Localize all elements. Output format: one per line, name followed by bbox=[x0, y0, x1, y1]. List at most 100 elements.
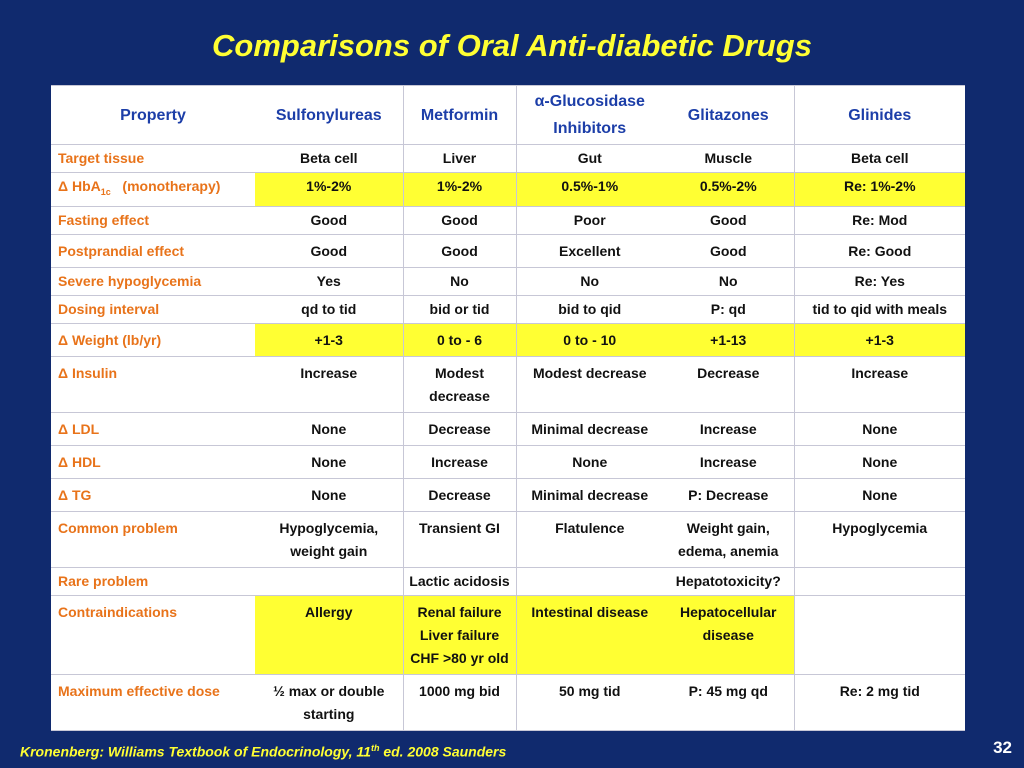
table-cell: None bbox=[794, 444, 965, 479]
table-row: Target tissue Beta cell Liver Gut Muscle… bbox=[51, 144, 965, 173]
table-cell: No bbox=[516, 266, 663, 296]
table-cell: No bbox=[403, 266, 517, 296]
row-label: Rare problem bbox=[51, 566, 255, 596]
table-cell: No bbox=[663, 266, 795, 296]
table-cell: Increase bbox=[663, 411, 795, 446]
table-row: Postprandial effect Good Good Excellent … bbox=[51, 233, 965, 268]
table-cell: Poor bbox=[516, 205, 663, 235]
table-cell: Good bbox=[403, 233, 517, 268]
table-cell: Excellent bbox=[516, 233, 663, 268]
table-row: Δ HDL None Increase None Increase None bbox=[51, 444, 965, 479]
table-cell: None bbox=[794, 411, 965, 446]
table-cell: bid to qid bbox=[516, 294, 663, 324]
table-cell: Hepatotoxicity? bbox=[663, 566, 795, 596]
header-sulfonylureas: Sulfonylureas bbox=[255, 85, 404, 145]
table-cell bbox=[794, 594, 965, 675]
table-row: Contraindications Allergy Renal failure … bbox=[51, 594, 965, 675]
table-cell: P: Decrease bbox=[663, 477, 795, 512]
row-label: Δ HbA1c (monotherapy) bbox=[51, 172, 255, 207]
table-cell: Weight gain, edema, anemia bbox=[663, 510, 795, 568]
row-label: Δ LDL bbox=[51, 411, 255, 446]
table-cell: Decrease bbox=[403, 477, 517, 512]
label-suffix: (monotherapy) bbox=[110, 178, 221, 194]
table-cell: Gut bbox=[516, 144, 663, 173]
table-cell: 0.5%-2% bbox=[663, 172, 795, 207]
table-row: Δ LDL None Decrease Minimal decrease Inc… bbox=[51, 411, 965, 446]
table-cell: Allergy bbox=[255, 594, 404, 675]
table-cell: +1-3 bbox=[794, 322, 965, 357]
table-cell: Increase bbox=[255, 355, 404, 413]
table-cell: Hypoglycemia, weight gain bbox=[255, 510, 404, 568]
label-sub: 1c bbox=[100, 186, 111, 197]
row-label: Severe hypoglycemia bbox=[51, 266, 255, 296]
table-row: Common problem Hypoglycemia, weight gain… bbox=[51, 510, 965, 568]
table-cell: Liver bbox=[403, 144, 517, 173]
slide-title: Comparisons of Oral Anti-diabetic Drugs bbox=[212, 28, 812, 63]
footer-prefix: Kronenberg: Williams Textbook of Endocri… bbox=[20, 743, 371, 760]
row-label: Common problem bbox=[51, 510, 255, 568]
header-metformin: Metformin bbox=[403, 85, 517, 145]
table-cell: bid or tid bbox=[403, 294, 517, 324]
table-cell: None bbox=[255, 411, 404, 446]
table-cell: Re: 1%-2% bbox=[794, 172, 965, 207]
row-label: Δ TG bbox=[51, 477, 255, 512]
table-cell: Intestinal disease bbox=[516, 594, 663, 675]
row-label: Fasting effect bbox=[51, 205, 255, 235]
table-cell bbox=[255, 566, 404, 596]
row-label: Δ Insulin bbox=[51, 355, 255, 413]
header-alpha-glucosidase: α-Glucosidase Inhibitors bbox=[516, 85, 663, 145]
footer-suffix: ed. 2008 Saunders bbox=[379, 743, 507, 760]
header-alpha-line1: α-Glucosidase bbox=[534, 93, 645, 110]
table-row: Maximum effective dose ½ max or double s… bbox=[51, 673, 965, 731]
table-cell bbox=[516, 566, 663, 596]
table-cell: ½ max or double starting bbox=[255, 673, 404, 731]
table-cell: +1-3 bbox=[255, 322, 404, 357]
table-cell: Hypoglycemia bbox=[794, 510, 965, 568]
comparison-table: Property Sulfonylureas Metformin α-Gluco… bbox=[51, 85, 965, 731]
table-cell: 0 to - 10 bbox=[516, 322, 663, 357]
table-cell: Minimal decrease bbox=[516, 411, 663, 446]
header-alpha-line2: Inhibitors bbox=[553, 120, 627, 137]
table-cell: Decrease bbox=[403, 411, 517, 446]
table-cell: Minimal decrease bbox=[516, 477, 663, 512]
table-cell: Increase bbox=[663, 444, 795, 479]
table-row: Δ Weight (lb/yr) +1-3 0 to - 6 0 to - 10… bbox=[51, 322, 965, 357]
citation-footer: Kronenberg: Williams Textbook of Endocri… bbox=[20, 743, 506, 760]
table-cell: Good bbox=[255, 233, 404, 268]
table-row: Δ Insulin Increase Modest decrease Modes… bbox=[51, 355, 965, 413]
table-cell: Transient GI bbox=[403, 510, 517, 568]
table-cell: Modest decrease bbox=[403, 355, 517, 413]
table-cell: 50 mg tid bbox=[516, 673, 663, 731]
table-cell: 0.5%-1% bbox=[516, 172, 663, 207]
comparison-table-container: Property Sulfonylureas Metformin α-Gluco… bbox=[51, 85, 965, 731]
table-cell: P: 45 mg qd bbox=[663, 673, 795, 731]
table-row: Dosing interval qd to tid bid or tid bid… bbox=[51, 294, 965, 324]
row-label: Δ HDL bbox=[51, 444, 255, 479]
table-cell: Decrease bbox=[663, 355, 795, 413]
table-cell: Re: Mod bbox=[794, 205, 965, 235]
table-cell: 1000 mg bid bbox=[403, 673, 517, 731]
table-cell: Re: Good bbox=[794, 233, 965, 268]
table-cell: 1%-2% bbox=[403, 172, 517, 207]
table-cell: Modest decrease bbox=[516, 355, 663, 413]
row-label: Maximum effective dose bbox=[51, 673, 255, 731]
row-label: Target tissue bbox=[51, 144, 255, 173]
table-cell: Re: 2 mg tid bbox=[794, 673, 965, 731]
table-row: Severe hypoglycemia Yes No No No Re: Yes bbox=[51, 266, 965, 296]
header-property: Property bbox=[51, 85, 255, 145]
table-cell: Yes bbox=[255, 266, 404, 296]
table-cell: Good bbox=[663, 233, 795, 268]
table-row: Fasting effect Good Good Poor Good Re: M… bbox=[51, 205, 965, 235]
table-row: Rare problem Lactic acidosis Hepatotoxic… bbox=[51, 566, 965, 596]
table-cell: Lactic acidosis bbox=[403, 566, 517, 596]
table-cell: tid to qid with meals bbox=[794, 294, 965, 324]
table-cell: None bbox=[255, 477, 404, 512]
page-number: 32 bbox=[993, 738, 1012, 757]
table-cell: qd to tid bbox=[255, 294, 404, 324]
table-cell: Good bbox=[403, 205, 517, 235]
header-glinides: Glinides bbox=[794, 85, 965, 145]
table-cell: Increase bbox=[403, 444, 517, 479]
table-cell: Re: Yes bbox=[794, 266, 965, 296]
table-cell: 1%-2% bbox=[255, 172, 404, 207]
table-row: Δ HbA1c (monotherapy) 1%-2% 1%-2% 0.5%-1… bbox=[51, 172, 965, 207]
